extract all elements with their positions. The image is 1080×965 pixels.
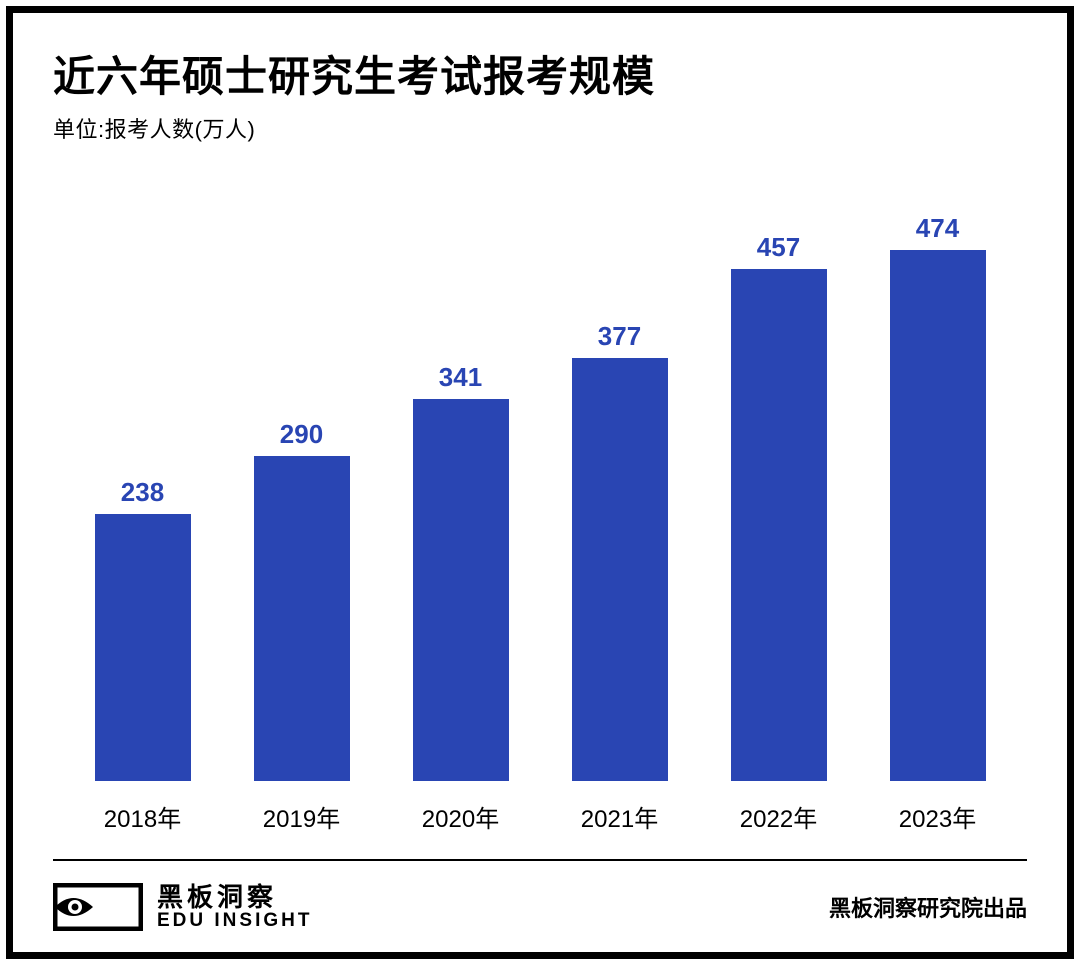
x-axis-label: 2019年	[222, 799, 381, 834]
logo: 黑板洞察 EDU INSIGHT	[53, 883, 312, 932]
bar-value-label: 341	[439, 362, 482, 393]
bar-group: 341	[381, 362, 540, 781]
bar-value-label: 290	[280, 419, 323, 450]
credit-text: 黑板洞察研究院出品	[829, 891, 1027, 923]
eye-rect-icon	[53, 883, 143, 931]
footer-divider	[53, 859, 1027, 861]
bar	[254, 456, 350, 781]
logo-cn: 黑板洞察	[157, 883, 312, 912]
bar	[890, 250, 986, 781]
bar-chart: 238 290 341 377 457 474	[53, 174, 1027, 791]
bar	[95, 514, 191, 781]
logo-en: EDU INSIGHT	[157, 911, 312, 932]
x-axis-label: 2020年	[381, 799, 540, 834]
x-axis-labels: 2018年2019年2020年2021年2022年2023年	[53, 791, 1027, 859]
footer: 黑板洞察 EDU INSIGHT 黑板洞察研究院出品	[53, 883, 1027, 932]
logo-text: 黑板洞察 EDU INSIGHT	[157, 883, 312, 932]
bar-value-label: 238	[121, 477, 164, 508]
x-axis-label: 2022年	[699, 799, 858, 834]
bar-group: 377	[540, 321, 699, 780]
chart-subtitle: 单位:报考人数(万人)	[53, 112, 1027, 144]
bar-value-label: 377	[598, 321, 641, 352]
bar	[572, 358, 668, 780]
chart-title: 近六年硕士研究生考试报考规模	[53, 43, 1027, 104]
bar-group: 238	[63, 477, 222, 781]
bar-group: 290	[222, 419, 381, 781]
bar	[413, 399, 509, 781]
bar-value-label: 457	[757, 232, 800, 263]
bar-value-label: 474	[916, 213, 959, 244]
x-axis-label: 2023年	[858, 799, 1017, 834]
bar-group: 457	[699, 232, 858, 781]
bar	[731, 269, 827, 781]
bar-group: 474	[858, 213, 1017, 781]
x-axis-label: 2021年	[540, 799, 699, 834]
x-axis-label: 2018年	[63, 799, 222, 834]
chart-frame: 近六年硕士研究生考试报考规模 单位:报考人数(万人) 238 290 341 377 4…	[6, 6, 1074, 959]
